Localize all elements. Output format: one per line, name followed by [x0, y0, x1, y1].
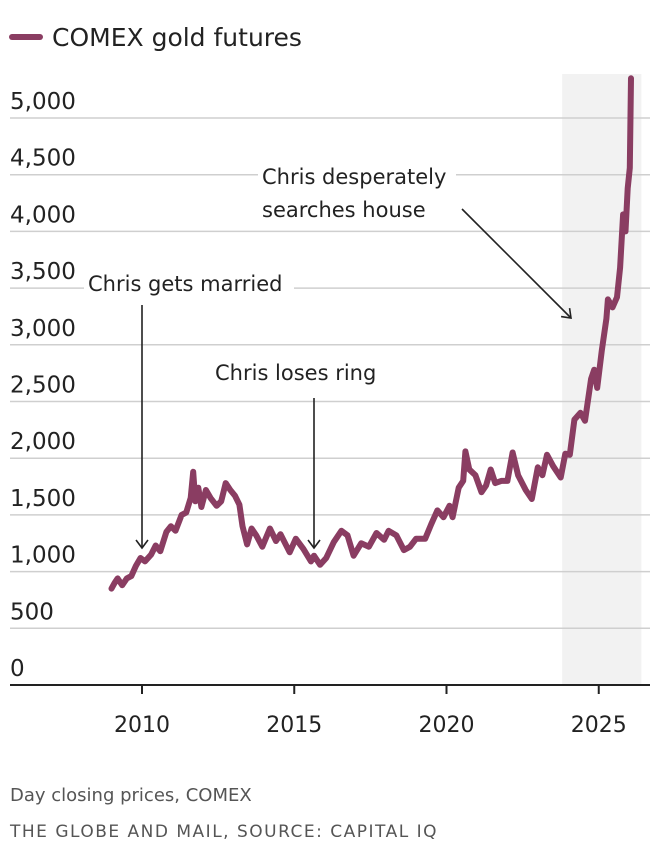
- x-tick-label: 2025: [571, 713, 627, 738]
- y-tick-label: 3,500: [10, 259, 76, 285]
- y-tick-label: 500: [10, 599, 54, 625]
- y-tick-label: 1,000: [10, 543, 76, 569]
- chart-note: Day closing prices, COMEX: [10, 785, 252, 806]
- annotation-loses-ring-background: [211, 360, 387, 387]
- annotation-married: Chris gets married: [88, 272, 282, 296]
- x-tick-label: 2010: [114, 713, 170, 738]
- arrow-married-head: [135, 539, 149, 550]
- x-tick-label: 2015: [266, 713, 322, 738]
- arrow-searches: [461, 208, 572, 319]
- y-tick-label: 5,000: [10, 89, 76, 115]
- y-tick-label: 2,000: [10, 429, 76, 455]
- y-tick-label: 4,500: [10, 146, 76, 172]
- annotation-searches-line1-background: [258, 164, 456, 191]
- arrow-searches-head: [560, 307, 572, 319]
- y-tick-label: 0: [10, 656, 25, 682]
- gold-price-line: [108, 75, 634, 592]
- y-tick-label: 1,500: [10, 486, 76, 512]
- x-tick-label: 2020: [419, 713, 475, 738]
- annotation-searches-line2-background: [258, 197, 436, 224]
- annotation-searches-line2: searches house: [262, 198, 426, 222]
- legend-label: COMEX gold futures: [52, 23, 302, 52]
- arrow-loses-ring-head: [307, 539, 321, 550]
- annotation-married-background: [84, 271, 294, 298]
- annotation-searches-line1: Chris desperately: [262, 165, 446, 189]
- chart-source: THE GLOBE AND MAIL, SOURCE: CAPITAL IQ: [10, 822, 439, 842]
- annotation-loses-ring: Chris loses ring: [215, 361, 376, 385]
- y-tick-label: 2,500: [10, 373, 76, 399]
- y-tick-label: 3,000: [10, 316, 76, 342]
- y-tick-label: 4,000: [10, 202, 76, 228]
- legend: COMEX gold futures: [9, 23, 302, 52]
